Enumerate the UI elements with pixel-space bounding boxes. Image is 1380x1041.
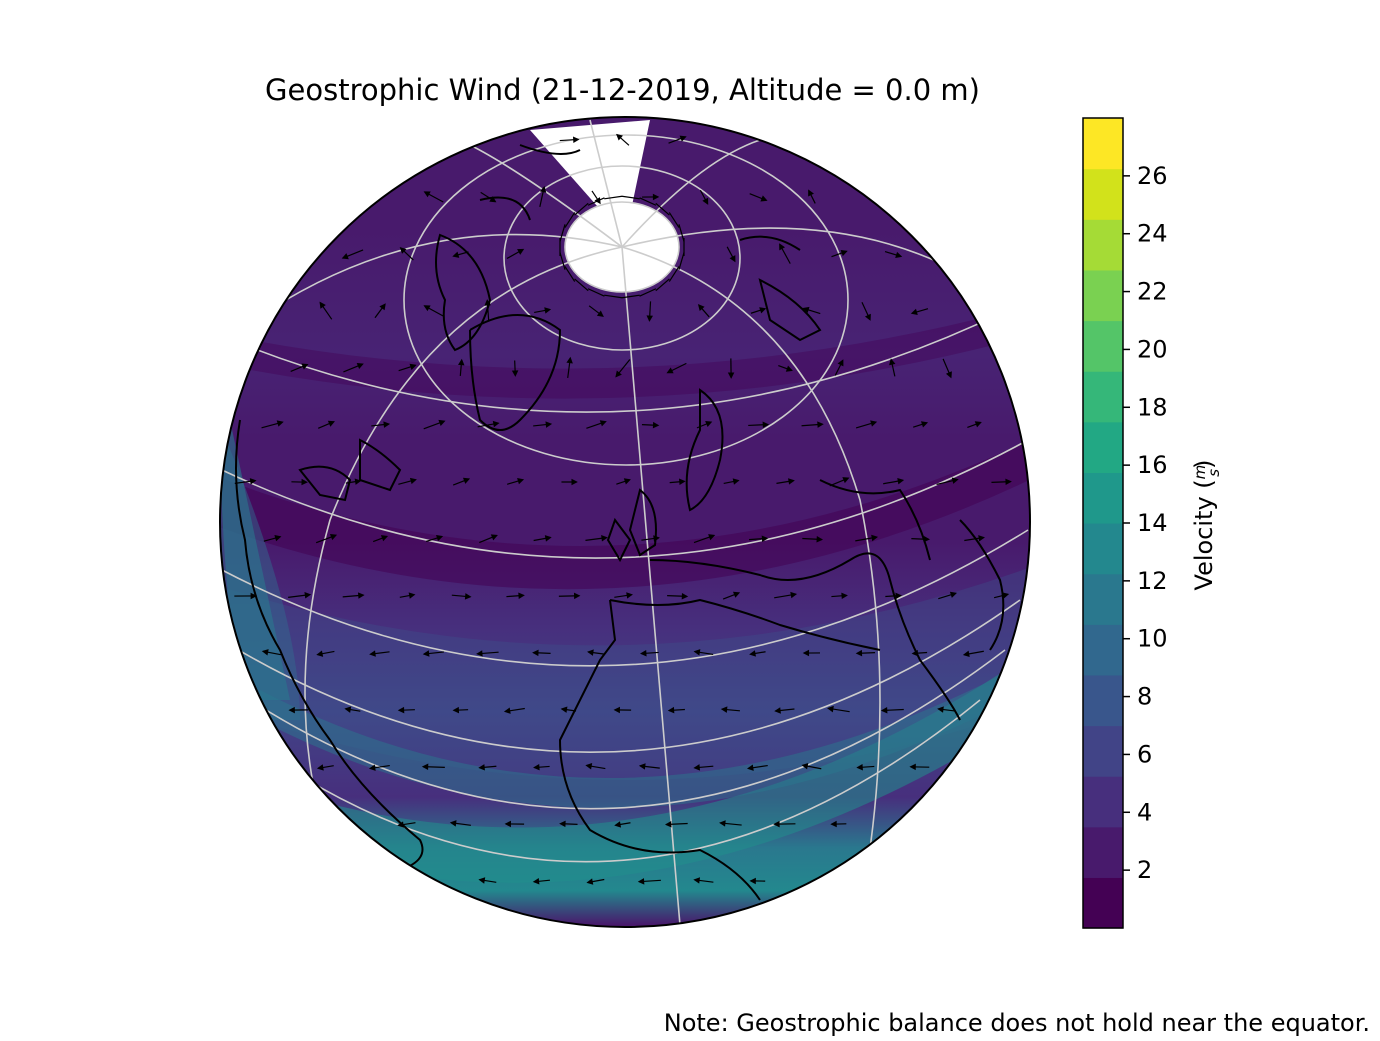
colorbar-band bbox=[1083, 726, 1123, 777]
colorbar-tick-label: 22 bbox=[1137, 278, 1168, 306]
colorbar-band bbox=[1083, 523, 1123, 574]
colorbar-band bbox=[1083, 169, 1123, 220]
colorbar-band bbox=[1083, 675, 1123, 726]
colorbar-tick-label: 10 bbox=[1137, 625, 1168, 653]
colorbar-band bbox=[1083, 371, 1123, 422]
colorbar-tick-label: 14 bbox=[1137, 509, 1168, 537]
colorbar-tick-label: 6 bbox=[1137, 740, 1152, 768]
colorbar-band bbox=[1083, 219, 1123, 270]
colorbar-tick-label: 16 bbox=[1137, 451, 1168, 479]
colorbar-band bbox=[1083, 321, 1123, 372]
colorbar-tick-label: 2 bbox=[1137, 856, 1152, 884]
colorbar-tick-label: 24 bbox=[1137, 220, 1168, 248]
colorbar-tick-label: 20 bbox=[1137, 335, 1168, 363]
colorbar-band bbox=[1083, 422, 1123, 473]
colorbar-band bbox=[1083, 877, 1123, 928]
colorbar-tick-label: 4 bbox=[1137, 798, 1152, 826]
colorbar-band bbox=[1083, 776, 1123, 827]
colorbar-band bbox=[1083, 574, 1123, 625]
colorbar-tick-label: 26 bbox=[1137, 162, 1168, 190]
colorbar-bands bbox=[1083, 118, 1123, 929]
colorbar-band bbox=[1083, 118, 1123, 169]
colorbar-tick-label: 8 bbox=[1137, 683, 1152, 711]
colorbar-band bbox=[1083, 472, 1123, 523]
colorbar-band bbox=[1083, 827, 1123, 878]
colorbar-tick-label: 18 bbox=[1137, 393, 1168, 421]
footnote: Note: Geostrophic balance does not hold … bbox=[664, 1005, 1370, 1041]
colorbar-band bbox=[1083, 270, 1123, 321]
colorbar-label: Velocity (ms) bbox=[1190, 460, 1223, 591]
colorbar-tick-label: 12 bbox=[1137, 567, 1168, 595]
colorbar-band bbox=[1083, 624, 1123, 675]
